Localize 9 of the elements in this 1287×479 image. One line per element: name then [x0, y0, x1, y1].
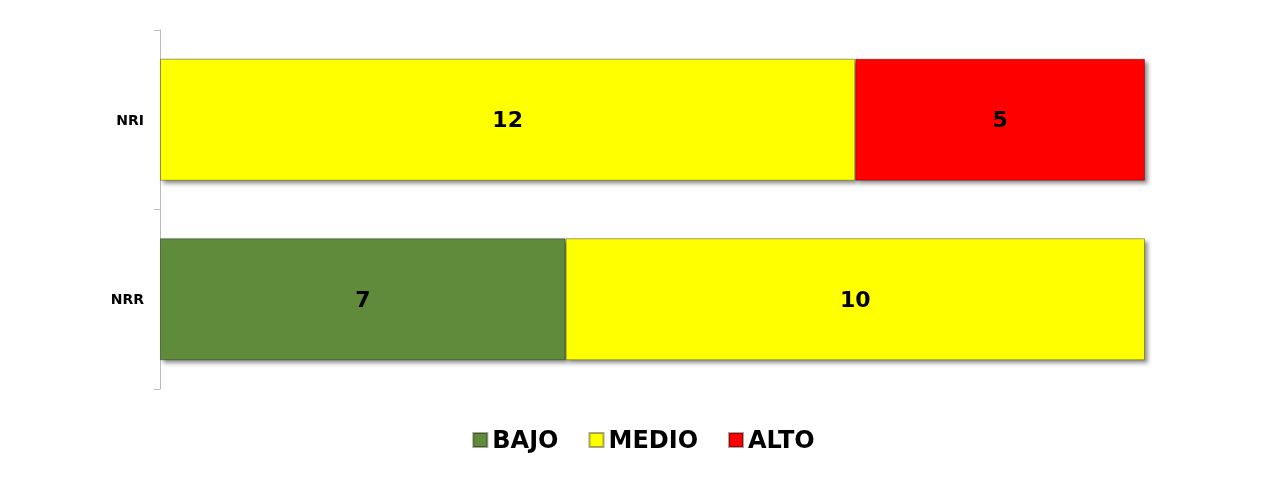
data-label: 5: [992, 107, 1008, 133]
data-label: 7: [355, 286, 371, 312]
y-tick-label: NRI: [116, 111, 144, 128]
legend-label: BAJO: [492, 426, 559, 454]
y-tick-label: NRR: [110, 291, 145, 308]
legend-label: ALTO: [748, 426, 815, 454]
legend-label: MEDIO: [608, 426, 699, 454]
data-label: 10: [839, 286, 871, 312]
data-label: 12: [492, 107, 523, 133]
